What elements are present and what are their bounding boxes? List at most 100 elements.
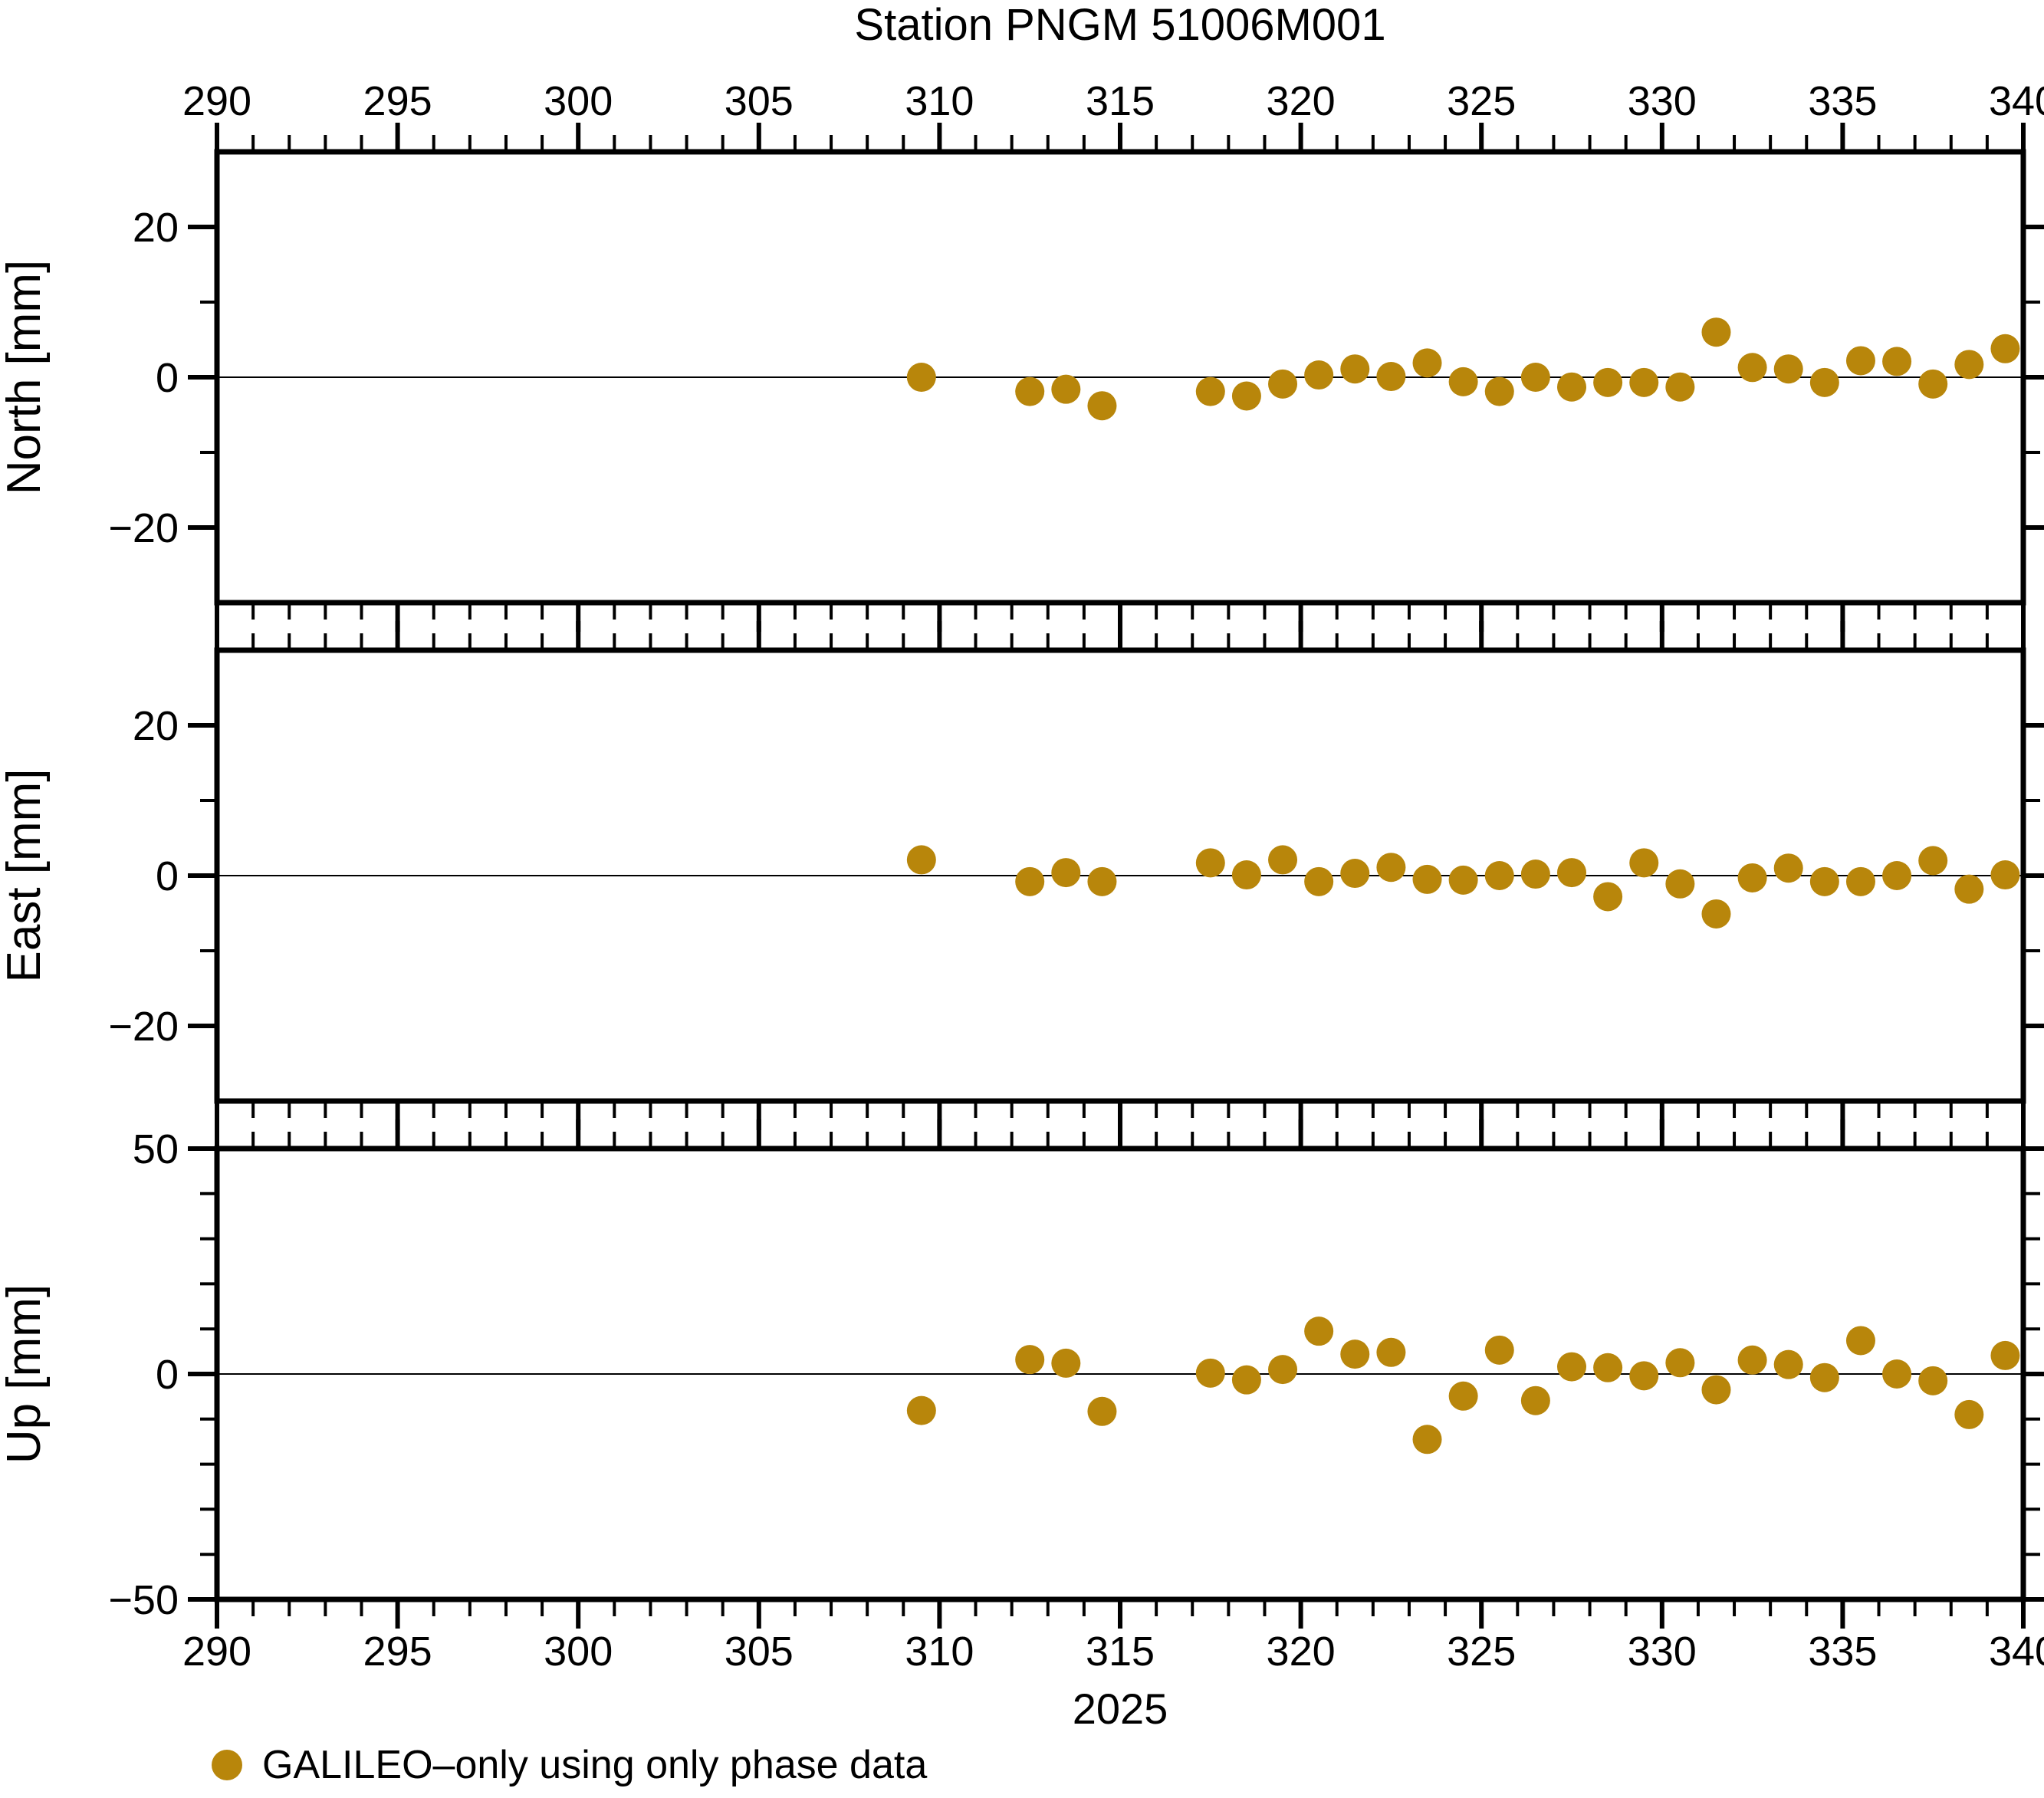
east-data-point [1268,845,1298,875]
top-x-tick-label: 320 [1267,78,1336,124]
up-data-point [1629,1361,1659,1391]
east-data-point [1809,866,1839,896]
east-data-point [1304,866,1334,896]
up-data-point [1195,1358,1225,1388]
top-x-tick-label: 330 [1628,78,1697,124]
north-data-point [1882,347,1912,376]
up-data-point [1087,1396,1117,1426]
north-data-point [1520,363,1550,392]
north-data-point [1809,367,1839,397]
up-data-point [906,1395,936,1425]
east-data-point [1195,848,1225,878]
east-data-point [1015,866,1045,896]
east-data-point [1376,853,1406,883]
east-data-point [1448,865,1478,895]
bottom-x-tick-label: 340 [1989,1629,2044,1675]
north-data-point [1845,346,1875,376]
up-data-point [1990,1340,2020,1370]
top-x-tick-label: 305 [725,78,794,124]
legend-label: GALILEO–only using only phase data [262,1743,928,1787]
east-data-point [1484,861,1514,890]
top-x-tick-label: 310 [905,78,974,124]
top-x-tick-label: 335 [1808,78,1877,124]
east-data-point [1593,882,1623,912]
east-data-point [1737,863,1767,892]
east-data-point [1051,858,1081,888]
north-data-point [1304,360,1334,390]
top-x-tick-label: 340 [1989,78,2044,124]
bottom-x-tick-label: 330 [1628,1629,1697,1675]
up-panel-frame [214,1146,2026,1602]
north-data-point [906,363,936,392]
up-data-point [1737,1345,1767,1375]
east-y-tick-label: 0 [156,853,179,899]
up-data-point [1268,1355,1298,1385]
north-data-point [1629,367,1659,397]
up-axis-title: Up [mm] [0,1284,51,1464]
east-y-tick-label: 20 [133,703,179,749]
bottom-x-tick-label: 295 [363,1629,432,1675]
bottom-x-tick-label: 310 [905,1629,974,1675]
east-data-point [1520,860,1550,889]
page-title: Station PNGM 51006M001 [854,0,1386,50]
bottom-x-tick-label: 305 [725,1629,794,1675]
north-data-point [1340,354,1370,384]
up-data-point [1231,1365,1261,1395]
up-data-point [1665,1348,1695,1378]
east-data-point [1629,848,1659,878]
east-data-point [1231,860,1261,890]
up-data-point [1484,1335,1514,1365]
north-data-point [1448,367,1478,396]
bottom-x-tick-label: 320 [1267,1629,1336,1675]
bottom-x-tick-label: 300 [544,1629,613,1675]
east-data-point [1845,866,1875,896]
top-x-tick-label: 315 [1086,78,1155,124]
east-data-point [1665,869,1695,899]
north-data-point [1231,381,1261,411]
north-y-tick-label: 20 [133,205,179,251]
legend: GALILEO–only using only phase data [212,1742,927,1788]
north-data-point [1701,317,1731,347]
up-data-point [1376,1337,1406,1367]
up-data-point [1809,1362,1839,1392]
bottom-x-tick-label: 290 [182,1629,251,1675]
east-data-point [1882,861,1912,890]
up-data-point [1918,1366,1948,1395]
east-data-point [1954,874,1984,904]
east-data-point [906,845,936,875]
north-y-tick-label: 0 [156,355,179,401]
filled-circle-icon [212,1750,242,1780]
up-data-point [1954,1399,1984,1429]
east-data-point [1701,899,1731,929]
top-x-tick-label: 290 [182,78,251,124]
north-data-point [1737,353,1767,383]
up-data-point [1412,1425,1442,1455]
up-data-point [1448,1381,1478,1411]
up-data-point [1304,1316,1334,1346]
east-y-tick-label: −20 [108,1004,179,1050]
north-data-point [1412,348,1442,378]
up-data-point [1557,1352,1586,1382]
north-data-point [1593,367,1623,397]
north-data-point [1954,350,1984,380]
up-data-point [1882,1359,1912,1389]
top-x-tick-label: 325 [1447,78,1516,124]
north-data-point [1195,376,1225,406]
north-data-point [1015,376,1045,406]
east-data-point [1990,860,2020,890]
up-data-point [1701,1375,1731,1405]
east-data-point [1412,864,1442,894]
north-data-point [1990,334,2020,363]
east-data-point [1773,853,1803,883]
x-axis-year-label: 2025 [1072,1685,1168,1733]
up-data-point [1773,1349,1803,1379]
east-axis-title: East [mm] [0,768,51,982]
north-y-tick-label: −20 [108,505,179,551]
bottom-x-tick-label: 315 [1086,1629,1155,1675]
up-data-point [1520,1385,1550,1415]
up-data-point [1340,1339,1370,1369]
up-data-point [1051,1348,1081,1378]
up-y-tick-label: 50 [133,1126,179,1172]
north-data-point [1051,374,1081,404]
